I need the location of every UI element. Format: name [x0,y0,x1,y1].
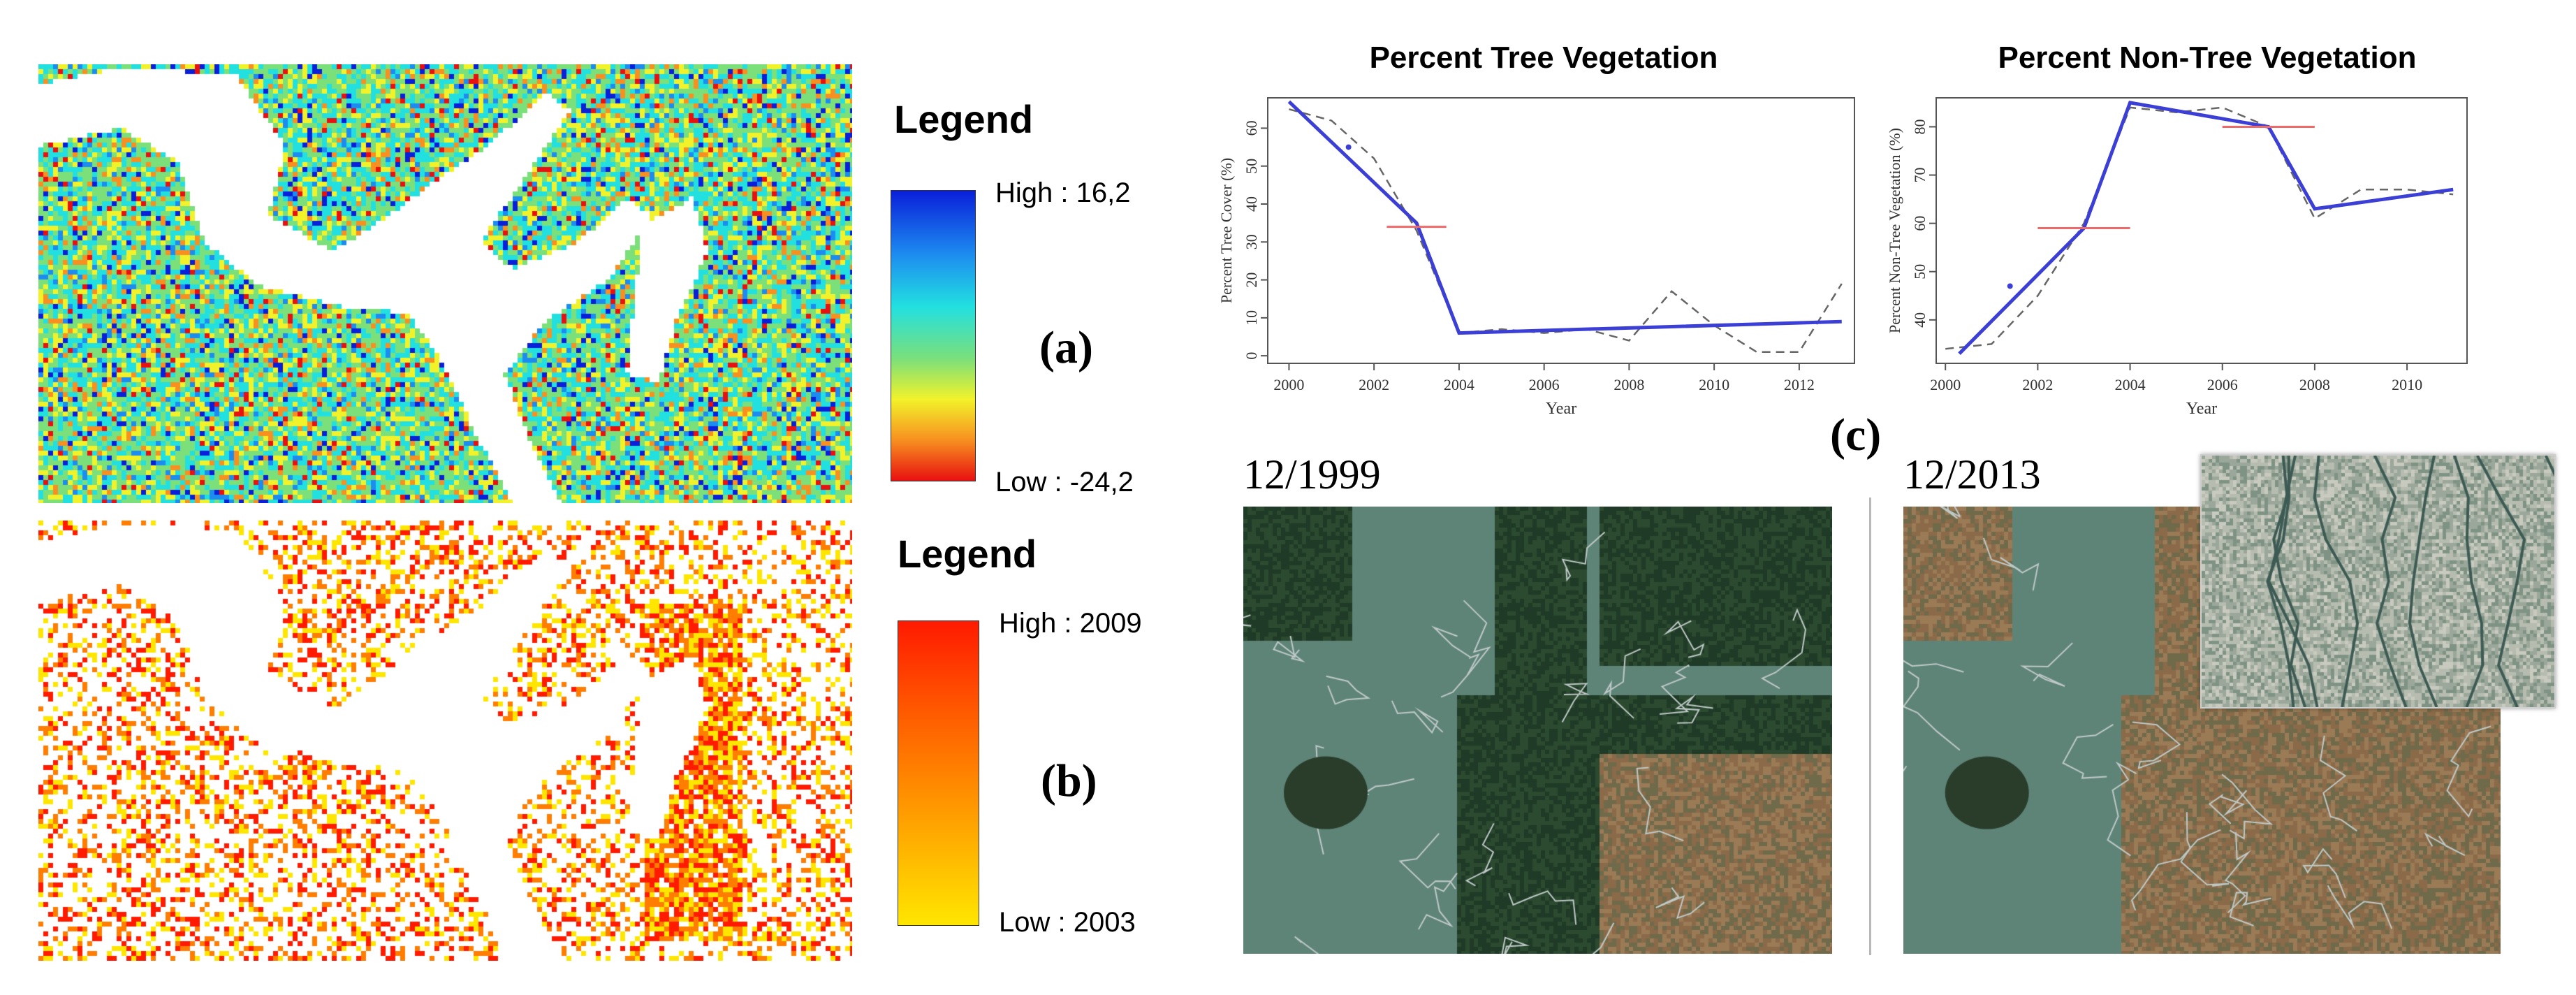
x-tick-label: 2002 [2022,376,2053,393]
legend-b-low-label: Low : 2003 [999,907,1136,938]
legend-a-colorbar [891,190,976,481]
panel-a-label: (a) [1039,322,1093,373]
chart1-title: Percent Tree Vegetation [1369,41,1718,75]
plot-frame [1267,97,1855,364]
map-b-raster [38,521,852,961]
satellite-inset-zoom [2200,454,2556,709]
x-tick-label: 2006 [1529,376,1560,393]
map-b-disturbance-year [38,521,852,961]
x-tick-label: 2008 [1613,376,1644,393]
panel-c-label: (c) [1830,409,1882,460]
y-tick-label: 70 [1911,168,1929,183]
y-tick-label: 10 [1243,310,1260,326]
satellite-inset-raster [2202,456,2554,707]
y-tick-label: 0 [1243,352,1260,360]
chart1-tree-vegetation: 2000 2002 2004 2006 2008 2010 2012 0 10 20 30 40 50 6… [1217,97,1855,418]
legend-a-title: Legend [894,97,1034,141]
y-tick-label: 50 [1911,264,1929,279]
x-tick-label: 2004 [1444,376,1474,393]
x-tick-label: 2012 [1784,376,1815,393]
legend-a-low-label: Low : -24,2 [995,467,1134,498]
legend-b-high-label: High : 2009 [999,608,1142,639]
chart2-title: Percent Non-Tree Vegetation [1998,41,2417,75]
legend-b-title: Legend [898,532,1037,576]
observed-series-line [1945,106,2454,350]
panel-b-label: (b) [1041,755,1097,806]
map-a-raster [38,64,852,503]
plot-frame [1935,97,2468,364]
x-tick-label: 2002 [1359,376,1389,393]
y-tick-label: 40 [1243,196,1260,212]
x-tick-label: 2000 [1930,376,1961,393]
panel-divider [1869,498,1871,955]
y-tick-label: 40 [1911,312,1929,328]
date-label-2013: 12/2013 [1903,451,2041,498]
x-tick-label: 2006 [2207,376,2238,393]
x-tick-label: 2010 [2392,376,2422,393]
satellite-1999-raster [1243,507,1832,954]
x-tick-label: 2000 [1273,376,1304,393]
fitted-segment-line [1958,101,2454,355]
x-axis-label: Year [1546,400,1576,418]
outlier-point [2007,283,2013,289]
outlier-point [1345,144,1352,150]
date-label-1999: 12/1999 [1243,451,1381,498]
fitted-segment-line [1287,100,1842,335]
observed-series-line [1289,108,1843,353]
y-tick-label: 60 [1243,120,1260,136]
x-tick-label: 2008 [2299,376,2330,393]
y-axis-label: Percent Non-Tree Vegetation (%) [1886,128,1903,333]
legend-b-colorbar [898,620,979,926]
legend-a-high-label: High : 16,2 [995,177,1131,208]
chart2-nontree-vegetation: 2000 2002 2004 2006 2008 2010 40 50 60 70 80 Year Pe… [1886,97,2468,418]
y-tick-label: 60 [1911,216,1929,231]
y-tick-label: 50 [1243,159,1260,174]
y-axis-label: Percent Tree Cover (%) [1217,158,1235,303]
x-tick-label: 2010 [1699,376,1729,393]
y-tick-label: 20 [1243,273,1260,288]
map-a-biomass-change [38,64,852,503]
x-tick-label: 2004 [2115,376,2146,393]
y-tick-label: 30 [1243,234,1260,249]
x-axis-label: Year [2186,400,2217,418]
y-tick-label: 80 [1911,119,1929,134]
satellite-image-1999 [1243,507,1832,954]
